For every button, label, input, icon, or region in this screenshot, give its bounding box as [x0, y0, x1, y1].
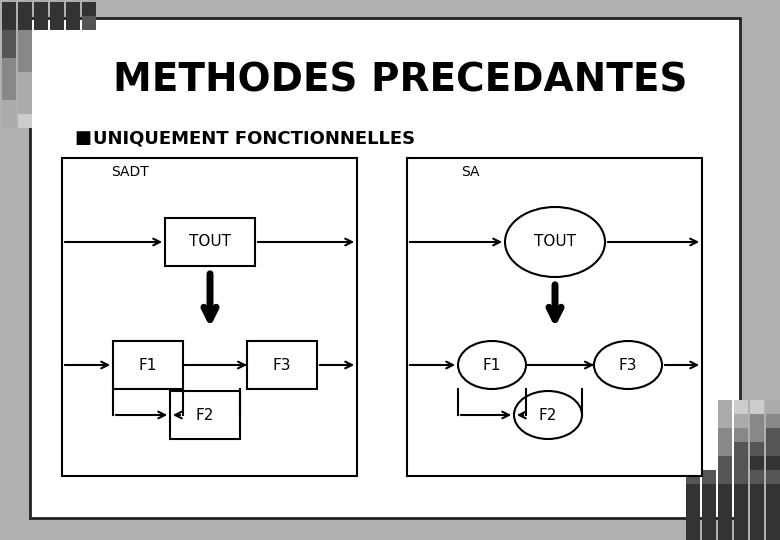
Bar [718, 428, 732, 442]
Ellipse shape [458, 341, 526, 389]
Bar [766, 512, 780, 526]
Bar [2, 114, 16, 128]
Bar [718, 442, 732, 456]
Text: F1: F1 [139, 357, 158, 373]
Text: F3: F3 [273, 357, 291, 373]
Bar [34, 16, 48, 30]
Text: ■: ■ [74, 129, 91, 147]
Bar [734, 400, 748, 414]
Bar [734, 456, 748, 470]
Bar [766, 470, 780, 484]
Bar [718, 526, 732, 540]
Bar [2, 100, 16, 114]
Bar [18, 100, 32, 114]
Bar [686, 526, 700, 540]
Bar [407, 158, 702, 476]
Bar [766, 498, 780, 512]
Bar [18, 114, 32, 128]
Text: F1: F1 [483, 357, 502, 373]
Bar [2, 30, 16, 44]
Bar [766, 456, 780, 470]
Ellipse shape [514, 391, 582, 439]
Bar [18, 58, 32, 72]
Bar [113, 341, 183, 389]
Bar [718, 498, 732, 512]
Bar [766, 526, 780, 540]
Bar [766, 442, 780, 456]
Bar [750, 512, 764, 526]
Bar [18, 86, 32, 100]
Bar [734, 442, 748, 456]
Bar [750, 498, 764, 512]
Bar [718, 484, 732, 498]
Text: SADT: SADT [111, 165, 149, 179]
Bar [734, 512, 748, 526]
Bar [247, 341, 317, 389]
Bar [18, 30, 32, 44]
Text: F2: F2 [539, 408, 557, 422]
Bar [718, 414, 732, 428]
Bar [18, 72, 32, 86]
Bar [686, 470, 700, 484]
Text: TOUT: TOUT [189, 234, 231, 249]
Bar [734, 470, 748, 484]
Bar [50, 2, 64, 16]
Text: TOUT: TOUT [534, 234, 576, 249]
Bar [686, 498, 700, 512]
Bar [734, 428, 748, 442]
Bar [750, 470, 764, 484]
Bar [66, 2, 80, 16]
Text: F3: F3 [619, 357, 637, 373]
Bar [766, 414, 780, 428]
Bar [82, 16, 96, 30]
Bar [750, 484, 764, 498]
Bar [702, 512, 716, 526]
Text: UNIQUEMENT FONCTIONNELLES: UNIQUEMENT FONCTIONNELLES [93, 129, 415, 147]
Bar [734, 526, 748, 540]
Bar [734, 414, 748, 428]
Bar [750, 400, 764, 414]
Bar [34, 2, 48, 16]
Bar [734, 484, 748, 498]
Bar [165, 218, 255, 266]
Bar [18, 44, 32, 58]
Bar [82, 2, 96, 16]
Bar [766, 428, 780, 442]
Bar [686, 484, 700, 498]
Bar [18, 2, 32, 16]
Bar [2, 58, 16, 72]
Bar [718, 400, 732, 414]
Bar [2, 16, 16, 30]
Bar [2, 2, 16, 16]
Bar [750, 456, 764, 470]
Bar [750, 526, 764, 540]
Bar [718, 456, 732, 470]
Bar [170, 391, 240, 439]
Bar [702, 470, 716, 484]
Bar [2, 86, 16, 100]
Bar [750, 442, 764, 456]
Bar [766, 484, 780, 498]
Bar [2, 72, 16, 86]
Bar [702, 484, 716, 498]
Ellipse shape [505, 207, 605, 277]
Bar [750, 414, 764, 428]
Bar [62, 158, 357, 476]
Bar [734, 498, 748, 512]
Text: METHODES PRECEDANTES: METHODES PRECEDANTES [113, 61, 687, 99]
Bar [50, 16, 64, 30]
Bar [766, 400, 780, 414]
Text: F2: F2 [196, 408, 215, 422]
Bar [18, 16, 32, 30]
Bar [718, 512, 732, 526]
Bar [702, 526, 716, 540]
Bar [2, 44, 16, 58]
Bar [686, 512, 700, 526]
Bar [750, 428, 764, 442]
Text: SA: SA [461, 165, 479, 179]
Bar [66, 16, 80, 30]
Bar [718, 470, 732, 484]
Ellipse shape [594, 341, 662, 389]
Bar [702, 498, 716, 512]
